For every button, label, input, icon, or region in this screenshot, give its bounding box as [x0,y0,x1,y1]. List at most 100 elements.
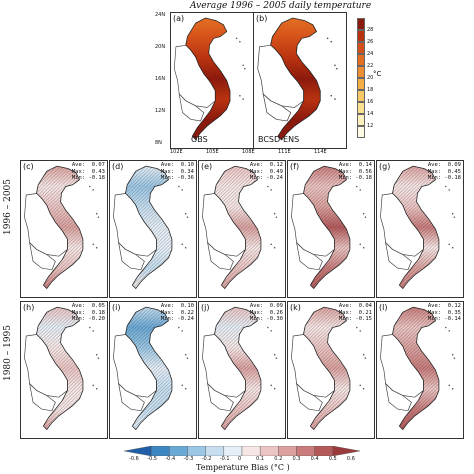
island-dot [359,243,362,246]
neighbor-border [385,241,412,271]
island-dot [239,40,241,43]
island-dot [97,357,100,359]
stat-max: Max: 0.35 [427,309,461,316]
bias-tick-label: 0.3 [292,456,301,462]
bias-stats: Ave: 0.10 Max: 0.22 Min: -0.24 [161,303,194,323]
island-dot [359,330,362,332]
bias-panel: (d) Ave: 0.10 Max: 0.34 Min: -0.36 [109,160,197,298]
island-dot [275,216,278,218]
significance-hatching [392,307,439,430]
panel-label: (l) [379,303,388,312]
island-dot [181,330,184,332]
bias-panel: (k) Ave: 0.04 Max: 0.21 Min: -0.15 [287,301,375,439]
stat-max: Max: 0.45 [427,168,461,175]
bias-colorbar-segment [124,446,152,456]
stat-ave: Ave: 0.07 [71,162,105,168]
panel-name: OBS [191,135,208,144]
island-dot [334,98,336,100]
bias-colorbar-segment [151,446,170,456]
bias-stats: Ave: 0.12 Max: 0.49 Min: -0.24 [250,162,283,182]
stat-min: Min: -0.14 [427,316,461,322]
stat-max: Max: 0.49 [249,168,283,175]
colorbar-tick-label: 16 [367,99,374,105]
island-dot [92,189,95,191]
lon-tick-label: 105E [206,149,219,155]
bias-tick-label: -0.6 [129,456,139,462]
stat-min: Min: -0.24 [249,175,283,181]
lat-tick-label: 8N [155,140,162,146]
neighbor-border [207,382,234,412]
lat-tick-label: 16N [155,76,166,82]
bias-panel: (j) Ave: 0.09 Max: 0.26 Min: -0.30 [198,301,286,439]
island-dot [275,357,278,359]
stat-min: Min: -0.18 [427,175,461,181]
island-dot [242,98,244,100]
island-dot [95,353,98,356]
island-dot [451,246,454,249]
island-dot [359,189,362,191]
island-dot [273,353,276,356]
bias-tick-label: 0.1 [256,456,265,462]
significance-hatching [303,166,350,289]
vietnam-map [113,306,189,431]
bias-tick-label: -0.5 [147,456,157,462]
colorbar-segment [357,114,365,126]
vietnam-map [257,17,338,141]
stat-min: Min: -0.30 [249,316,283,322]
colorbar-tick-label: 24 [367,51,374,57]
panel-label: (i) [112,303,121,312]
bias-tick-label: 0.2 [274,456,283,462]
island-dot [270,330,273,332]
island-dot [239,94,241,97]
neighbor-border [118,382,145,412]
island-dot [97,216,100,218]
island-dot [186,216,189,218]
bias-stats: Ave: 0.05 Max: 0.18 Min: -0.20 [72,303,105,323]
stat-max: Max: 0.22 [160,309,194,316]
stat-ave: Ave: 0.12 [249,162,283,168]
island-dot [270,189,273,191]
bias-tick-label: 0.5 [328,456,337,462]
island-dot [273,387,276,390]
significance-hatching [303,307,350,430]
island-dot [186,357,189,359]
island-dot [364,216,367,218]
stat-ave: Ave: 0.05 [71,303,105,309]
island-dot [178,185,180,188]
significance-hatching [214,307,261,430]
bias-panel: (f) Ave: 0.14 Max: 0.56 Min: -0.18 [287,160,375,298]
stat-max: Max: 0.21 [338,309,372,316]
row-label-1980-1995: 1980 – 1995 [3,324,13,382]
island-dot [364,357,367,359]
bias-colorbar [124,446,360,456]
bias-colorbar-segment [296,446,315,456]
bias-panel: (g) Ave: 0.09 Max: 0.45 Min: -0.18 [376,160,464,298]
bias-stats: Ave: 0.12 Max: 0.35 Min: -0.14 [428,303,461,323]
panel-label: (c) [23,162,34,171]
island-dot [92,243,95,246]
island-dot [95,387,98,390]
colorbar-segment [357,30,365,42]
island-dot [362,246,365,249]
island-dot [451,212,454,215]
bias-colorbar-segment [223,446,243,456]
island-dot [178,326,180,329]
colorbar-segment [357,66,365,78]
bias-stats: Ave: 0.07 Max: 0.43 Min: -0.18 [72,162,105,182]
island-dot [242,64,244,67]
island-dot [448,189,451,191]
panel-label: (e) [201,162,213,171]
island-dot [270,384,273,387]
bias-colorbar-title: Temperature Bias (°C ) [196,463,290,472]
stat-max: Max: 0.34 [160,168,194,175]
stat-max: Max: 0.56 [338,168,372,175]
lat-tick-label: 24N [155,12,166,18]
stat-max: Max: 0.18 [71,309,105,316]
island-dot [326,37,329,40]
neighbor-border [262,92,292,122]
stat-min: Min: -0.15 [338,316,372,322]
vietnam-map [173,17,246,141]
island-dot [267,185,269,188]
bias-tick-label: 0.4 [310,456,319,462]
temperature-colorbar [357,18,365,138]
